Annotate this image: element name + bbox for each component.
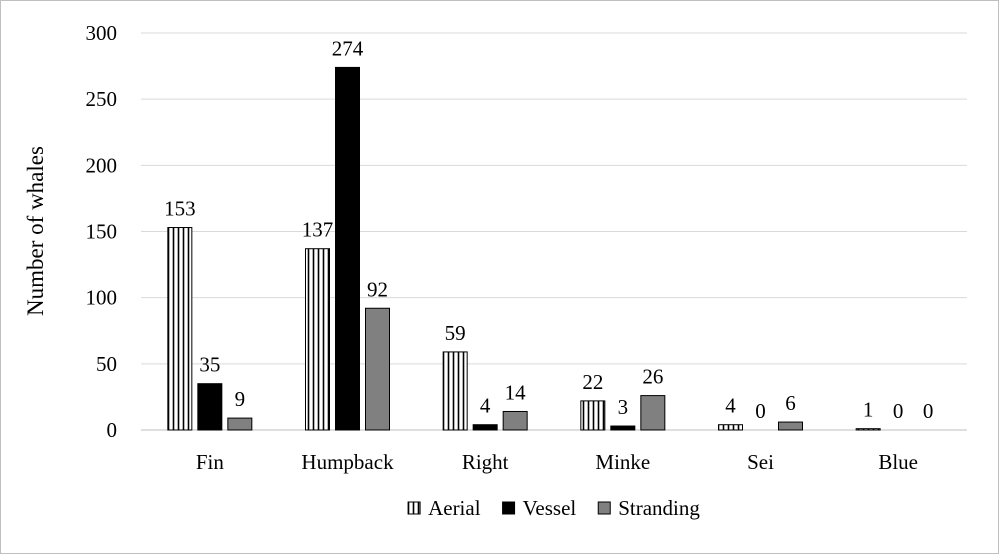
y-tick-label: 200 (86, 153, 118, 177)
legend-swatch-aerial (407, 501, 421, 515)
category-labels: Fin Humpback Right Minke Sei Blue (196, 450, 918, 474)
bar-stranding-right (502, 410, 528, 431)
bar-vessel-right (472, 424, 498, 431)
y-axis-label: Number of whales (23, 146, 48, 316)
data-label: 1 (863, 398, 874, 422)
bars (167, 66, 881, 431)
category-label: Minke (595, 450, 650, 474)
bar-aerial-right (442, 351, 468, 431)
legend-label-stranding: Stranding (618, 496, 700, 520)
bar-vessel-fin (197, 383, 223, 431)
data-label: 35 (199, 353, 220, 377)
gridlines (141, 32, 967, 431)
category-label: Blue (878, 450, 918, 474)
legend-swatch-vessel (502, 501, 516, 515)
y-tick-label: 50 (96, 352, 117, 376)
category-label: Sei (747, 450, 774, 474)
bar-stranding-minke (640, 395, 666, 431)
data-label: 4 (480, 394, 491, 418)
data-label: 3 (618, 395, 629, 419)
data-label: 153 (164, 197, 196, 221)
bar-aerial-sei (718, 424, 743, 431)
bar-vessel-minke (610, 425, 636, 431)
data-label: 6 (785, 391, 796, 415)
legend-label-vessel: Vessel (523, 496, 577, 520)
y-tick-label: 250 (86, 87, 118, 111)
bar-aerial-blue (855, 428, 881, 431)
bar-aerial-minke (580, 400, 606, 431)
bar-vessel-humpback (335, 66, 360, 431)
data-label: 0 (923, 399, 934, 423)
data-label: 137 (302, 218, 334, 242)
y-tick-label: 0 (107, 418, 118, 442)
y-tick-label: 150 (86, 220, 118, 244)
category-label: Right (462, 450, 509, 474)
bar-stranding-fin (227, 417, 253, 431)
y-tick-label: 100 (86, 286, 118, 310)
legend-label-aerial: Aerial (428, 496, 481, 520)
data-label: 9 (235, 387, 246, 411)
bar-stranding-sei (778, 421, 803, 431)
data-label: 22 (582, 370, 603, 394)
category-label: Humpback (301, 450, 394, 474)
y-tick-label: 300 (86, 21, 118, 45)
data-label: 0 (893, 399, 904, 423)
data-label: 274 (332, 36, 364, 60)
legend-swatch-stranding (597, 501, 611, 515)
category-label: Fin (196, 450, 225, 474)
bar-stranding-humpback (365, 307, 390, 431)
data-label: 4 (725, 394, 736, 418)
data-label: 14 (505, 380, 527, 404)
bar-aerial-humpback (305, 248, 330, 431)
data-label: 0 (755, 399, 766, 423)
y-tick-labels: 0 50 100 150 200 250 300 (86, 21, 118, 442)
legend: Aerial Vessel Stranding (407, 496, 700, 520)
data-label: 26 (642, 365, 663, 389)
data-label: 92 (367, 277, 388, 301)
data-label: 59 (445, 321, 466, 345)
bar-aerial-fin (167, 227, 193, 431)
